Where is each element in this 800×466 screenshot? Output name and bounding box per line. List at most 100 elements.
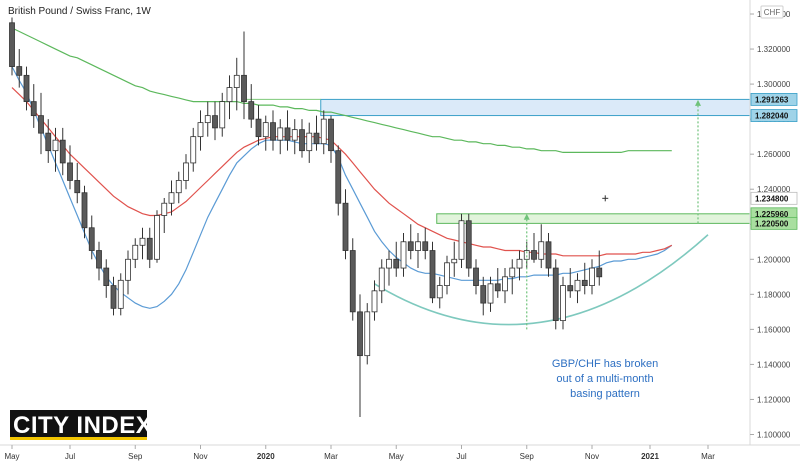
time-tick-label: Sep [128, 452, 143, 461]
candle-body-down [81, 192, 88, 229]
green-moving-average-line [11, 27, 672, 153]
currency-label: CHF [764, 8, 781, 17]
annotation-line-2: out of a multi-month [556, 373, 653, 385]
candle-body-down [299, 129, 305, 152]
candle [183, 154, 189, 190]
candle [23, 66, 30, 111]
city-index-logo: CITY INDEX [10, 410, 152, 440]
candle [284, 110, 291, 151]
candle [161, 197, 168, 234]
candle [531, 233, 537, 263]
candle [349, 238, 356, 321]
candle [38, 92, 44, 155]
chart-title: British Pound / Swiss Franc, 1W [8, 6, 151, 17]
candle-body-down [407, 241, 414, 251]
candle [378, 259, 385, 304]
time-tick-label: May [4, 452, 19, 461]
candle [581, 262, 588, 295]
candle [422, 227, 429, 260]
candle-body-down [270, 122, 276, 141]
logo-underline [10, 437, 147, 440]
candle [342, 189, 349, 260]
candle-body-up [538, 241, 545, 260]
candle [117, 273, 124, 316]
candle-body-up [117, 279, 124, 309]
candle [596, 250, 603, 286]
candle [139, 227, 146, 260]
candle [320, 110, 327, 155]
candle-body-down [255, 118, 262, 138]
candle [429, 241, 436, 304]
logo-background [10, 410, 147, 439]
candle-body-down [59, 139, 66, 164]
candle-body-down [67, 162, 73, 181]
candle [103, 259, 110, 298]
candle-body-down [531, 250, 537, 260]
price-tick-label: 1.120000 [757, 395, 791, 404]
annotation-line-3: basing pattern [570, 388, 640, 400]
price-tick-label: 1.320000 [757, 45, 791, 54]
candle [567, 268, 574, 298]
candle-body-down [581, 279, 588, 286]
candle-body-up [458, 220, 465, 260]
candle-body-up [175, 180, 182, 194]
candle-body-up [386, 258, 392, 269]
candle-body-down [103, 267, 110, 286]
price-label-text: 1.220500 [755, 219, 789, 228]
price-label-badge [750, 109, 798, 122]
candle [262, 115, 269, 151]
candle-body-up [400, 241, 407, 269]
candle [125, 250, 131, 295]
candle [204, 101, 211, 137]
candle-body-up [226, 87, 233, 103]
candle [132, 238, 139, 269]
candle [487, 276, 494, 312]
price-label-text: 1.282040 [755, 112, 789, 121]
annotation-line-1: GBP/CHF has broken [552, 358, 658, 370]
candle-body-down [96, 250, 102, 269]
candle-body-down [465, 220, 472, 269]
candle [226, 75, 233, 120]
candle [30, 84, 37, 128]
candle-body-up [190, 136, 197, 164]
candle-body-down [335, 150, 342, 204]
candle-body-down [38, 115, 44, 134]
candle-body-down [596, 267, 603, 278]
candle-body-down [349, 250, 356, 313]
breakout-zone [436, 213, 751, 224]
candle-body-up [52, 139, 59, 152]
price-label-text: 1.291263 [755, 95, 789, 104]
price-label-badge [750, 93, 798, 106]
candle [545, 233, 552, 277]
candle-body-up [516, 258, 523, 269]
candle-body-down [422, 241, 429, 251]
price-tick-label: 1.160000 [757, 325, 791, 334]
candle-body-down [146, 237, 153, 260]
candle [480, 276, 487, 316]
candle [212, 101, 218, 141]
candle-body-up [161, 202, 168, 216]
candle [502, 268, 508, 304]
candle [16, 49, 23, 88]
candle [371, 280, 378, 321]
candle-body-up [371, 290, 378, 313]
candle-body-up [139, 237, 146, 246]
candle [393, 241, 400, 277]
candle-body-down [393, 258, 400, 269]
logo-text: CITY INDEX [13, 412, 152, 439]
candle [248, 84, 255, 128]
candle [110, 276, 117, 316]
candle [197, 110, 204, 151]
time-tick-label: Sep [520, 452, 535, 461]
candle [52, 127, 59, 172]
candle [88, 215, 95, 260]
candle-body-down [429, 250, 436, 299]
candle-body-down [88, 227, 95, 251]
candle [96, 241, 102, 281]
candle-body-up [219, 101, 226, 129]
upper-target-zone [320, 98, 751, 117]
time-axis[interactable]: May Jul Sep Nov 2020 Mar May Jul Sep Nov 2021 Mar [4, 445, 715, 461]
measured-move-arrow-head [695, 99, 701, 106]
candle [415, 233, 421, 269]
